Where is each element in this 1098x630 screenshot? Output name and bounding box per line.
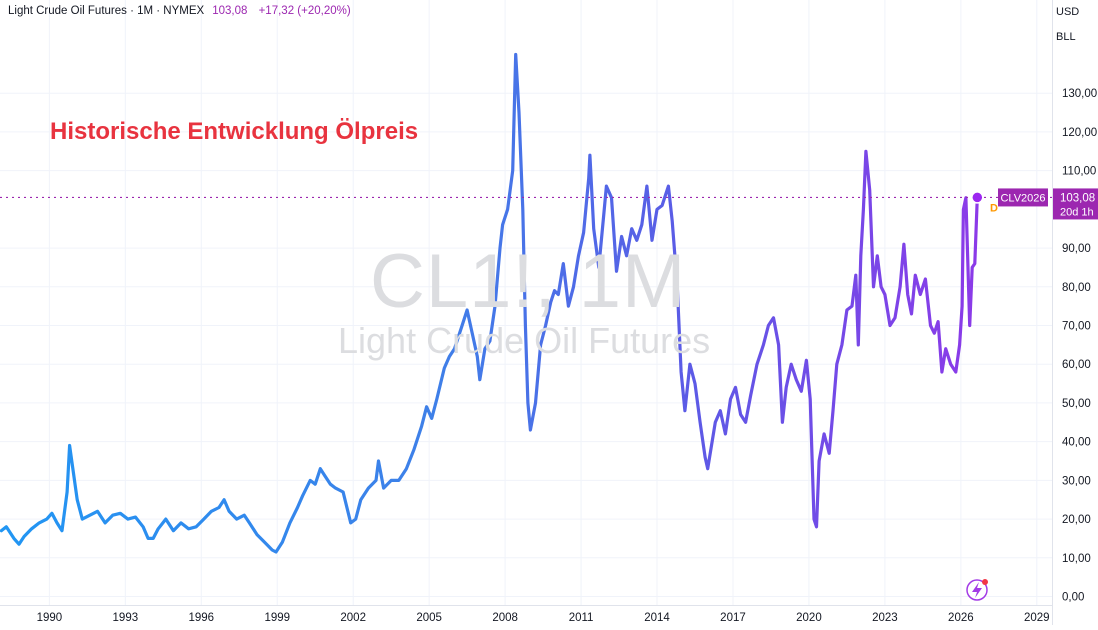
x-tick-label: 2023 [872, 612, 898, 624]
price-axis-tag-price: 103,08 [1060, 192, 1095, 204]
series-layer [0, 52, 979, 554]
series-line [0, 52, 979, 554]
y-tick-label: 50,00 [1062, 398, 1091, 410]
symbol-line: Light Crude Oil Futures · 1M · NYMEX [8, 5, 205, 17]
x-tick-label: 1993 [113, 612, 139, 624]
x-tick-label: 2017 [720, 612, 746, 624]
y-tick-label: 30,00 [1062, 475, 1091, 487]
lightning-icon-bolt [972, 582, 982, 598]
x-tick-label: 2002 [340, 612, 366, 624]
price-axis-tag-countdown: 20d 1h [1060, 206, 1094, 218]
y-tick-label: 120,00 [1062, 127, 1097, 139]
contract-tag: CLV2026 [998, 188, 1048, 207]
price-axis-tag-bg [1053, 188, 1098, 220]
y-tick-label: 0,00 [1062, 592, 1084, 604]
lightning-icon [966, 579, 988, 601]
y-tick-label: 110,00 [1062, 166, 1096, 178]
chart-annotation: Historische Entwicklung Ölpreis [50, 118, 419, 145]
dividend-marker: D [990, 202, 998, 214]
y-tick-label: 10,00 [1062, 553, 1091, 565]
y-tick-label: 130,00 [1062, 88, 1097, 100]
x-tick-label: 2005 [416, 612, 442, 624]
y-tick-label: 70,00 [1062, 321, 1091, 333]
y-tick-label: 80,00 [1062, 282, 1091, 294]
last-price-dot [971, 191, 984, 204]
y-tick-label: 60,00 [1062, 359, 1091, 371]
last-price: 103,08 [212, 5, 248, 17]
contract-tag-bg [998, 188, 1048, 207]
x-tick-label: 2008 [492, 612, 518, 624]
y-tick-label: 90,00 [1062, 243, 1091, 255]
x-tick-label: 1999 [264, 612, 290, 624]
price-axis-tag: 103,08 20d 1h [1053, 188, 1098, 220]
watermark-name: Light Crude Oil Futures [338, 320, 711, 361]
contract-tag-text: CLV2026 [1000, 192, 1045, 204]
x-tick-label: 2026 [948, 612, 974, 624]
price-change: +17,32 (+20,20%) [258, 5, 351, 17]
x-tick-label: 2020 [796, 612, 822, 624]
notification-dot [982, 579, 988, 585]
x-tick-label: 1990 [37, 612, 63, 624]
x-tick-label: 2029 [1024, 612, 1050, 624]
x-tick-label: 2014 [644, 612, 670, 624]
x-tick-label: 2011 [569, 612, 594, 624]
y-tick-label: 40,00 [1062, 437, 1091, 449]
unit-label[interactable]: BLL [1056, 31, 1076, 43]
watermark-symbol: CL1!, 1M [370, 239, 687, 324]
y-tick-label: 20,00 [1062, 514, 1091, 526]
x-tick-label: 1996 [188, 612, 214, 624]
currency-label[interactable]: USD [1056, 6, 1080, 18]
symbol-header: Light Crude Oil Futures · 1M · NYMEX 103,… [8, 5, 351, 17]
